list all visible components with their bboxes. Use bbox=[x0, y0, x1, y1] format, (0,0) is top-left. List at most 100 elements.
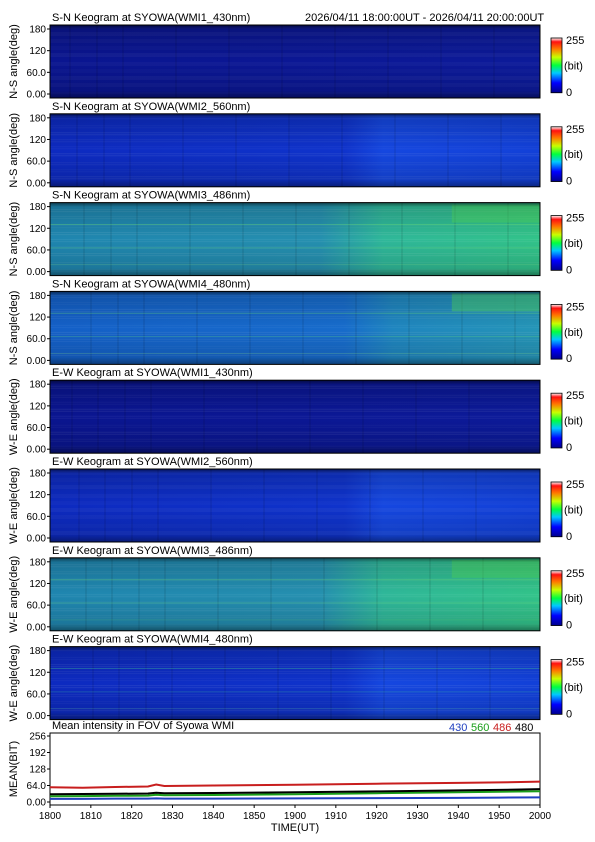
keogram-panel: S-N Keogram at SYOWA(WMI4_480nm) 180 120 60… bbox=[8, 278, 584, 367]
x-tick-label: 1820 bbox=[121, 811, 144, 822]
keogram-shade bbox=[50, 113, 540, 187]
y-tick-label: 120 bbox=[29, 313, 46, 324]
y-axis-label: W-E angle(deg) bbox=[8, 556, 20, 633]
y-tick-label: 120 bbox=[29, 579, 46, 590]
y-axis-label: MEAN(BIT) bbox=[8, 741, 20, 797]
panel-frame bbox=[49, 290, 541, 365]
keogram-shade bbox=[50, 380, 540, 454]
colorbar-min-label: 0 bbox=[566, 353, 572, 365]
colorbar-unit-label: (bit) bbox=[564, 593, 583, 605]
keogram-shade bbox=[50, 646, 540, 720]
y-axis-label: N-S angle(deg) bbox=[8, 24, 20, 99]
mean-intensity-chart: Mean intensity in FOV of Syowa WMI 430 560… bbox=[8, 720, 552, 834]
x-tick-label: 1940 bbox=[447, 811, 470, 822]
panel-title: S-N Keogram at SYOWA(WMI1_430nm) bbox=[52, 12, 250, 24]
panel-title: S-N Keogram at SYOWA(WMI3_486nm) bbox=[52, 190, 250, 202]
colorbar-max-label: 255 bbox=[566, 35, 584, 47]
y-tick-label: 0.00 bbox=[27, 622, 47, 633]
colorbar-min-label: 0 bbox=[566, 708, 572, 720]
keogram-panel: E-W Keogram at SYOWA(WMI4_480nm) 180 120 60… bbox=[8, 634, 584, 723]
keogram-panel: S-N Keogram at SYOWA(WMI3_486nm) 180 120 60… bbox=[8, 190, 584, 279]
y-tick-label: 60.0 bbox=[27, 245, 47, 256]
y-tick-label: 60.0 bbox=[27, 68, 47, 79]
y-tick-label: 180 bbox=[29, 113, 46, 124]
colorbar-max-label: 255 bbox=[566, 479, 584, 491]
y-axis-label: N-S angle(deg) bbox=[8, 202, 20, 277]
y-tick-label: 180 bbox=[29, 25, 46, 36]
panel-title: E-W Keogram at SYOWA(WMI1_430nm) bbox=[52, 367, 253, 379]
y-tick-label: 60.0 bbox=[27, 334, 47, 345]
y-tick-label: 180 bbox=[29, 646, 46, 657]
y-tick-label: 60.0 bbox=[27, 689, 47, 700]
x-axis-label: TIME(UT) bbox=[271, 822, 319, 834]
y-tick-label: 180 bbox=[29, 380, 46, 391]
y-axis-label: W-E angle(deg) bbox=[8, 467, 20, 544]
x-tick-label: 1800 bbox=[39, 811, 62, 822]
panel-frame bbox=[49, 202, 541, 277]
colorbar-min-label: 0 bbox=[566, 87, 572, 99]
series-line-486 bbox=[49, 780, 541, 789]
y-tick-label: 0.00 bbox=[27, 178, 47, 189]
colorbar-max-label: 255 bbox=[566, 301, 584, 313]
y-tick-label: 0.00 bbox=[27, 356, 47, 367]
time-range: 2026/04/11 18:00:00UT - 2026/04/11 20:00… bbox=[305, 12, 544, 24]
colorbar-min-label: 0 bbox=[566, 264, 572, 276]
panel-title: E-W Keogram at SYOWA(WMI3_486nm) bbox=[52, 545, 253, 557]
x-tick-label: 1910 bbox=[325, 811, 348, 822]
colorbar-unit-label: (bit) bbox=[564, 149, 583, 161]
panel-title: E-W Keogram at SYOWA(WMI4_480nm) bbox=[52, 634, 253, 646]
colorbar bbox=[550, 392, 563, 449]
x-tick-label: 1920 bbox=[366, 811, 389, 822]
keogram-panel: E-W Keogram at SYOWA(WMI3_486nm) 180 120 60… bbox=[8, 545, 584, 634]
y-tick-label: 120 bbox=[29, 224, 46, 235]
colorbar-unit-label: (bit) bbox=[564, 504, 583, 516]
series-line-560 bbox=[49, 790, 541, 798]
keogram-panel: E-W Keogram at SYOWA(WMI2_560nm) 180 120 60… bbox=[8, 456, 584, 545]
panel-frame bbox=[49, 557, 541, 632]
colorbar-max-label: 255 bbox=[566, 213, 584, 225]
series-line-480 bbox=[49, 788, 541, 796]
colorbar bbox=[550, 481, 563, 538]
x-tick-label: 1830 bbox=[161, 811, 184, 822]
colorbar-unit-label: (bit) bbox=[564, 416, 583, 428]
colorbar-max-label: 255 bbox=[566, 657, 584, 669]
colorbar bbox=[550, 303, 563, 360]
colorbar bbox=[550, 215, 563, 271]
colorbar-min-label: 0 bbox=[566, 442, 572, 454]
y-tick-label: 0.00 bbox=[27, 711, 47, 722]
x-tick-label: 1900 bbox=[284, 811, 307, 822]
y-tick-label: 60.0 bbox=[27, 601, 47, 612]
x-tick-label: 1950 bbox=[488, 811, 511, 822]
y-tick-label: 0.00 bbox=[27, 445, 47, 456]
legend-entry-486: 486 bbox=[493, 722, 511, 734]
colorbar-unit-label: (bit) bbox=[564, 60, 583, 72]
x-tick-label: 1930 bbox=[406, 811, 429, 822]
keogram-shade bbox=[50, 291, 540, 365]
panel-frame bbox=[49, 646, 541, 721]
panel-frame bbox=[49, 113, 541, 188]
colorbar-min-label: 0 bbox=[566, 620, 572, 632]
y-axis-label: W-E angle(deg) bbox=[8, 378, 20, 455]
y-tick-label: 180 bbox=[29, 291, 46, 302]
colorbar-unit-label: (bit) bbox=[564, 238, 583, 250]
y-tick-label: 128 bbox=[29, 765, 46, 776]
panel-frame bbox=[49, 379, 541, 454]
y-tick-label: 0.00 bbox=[27, 534, 47, 545]
y-tick-label: 60.0 bbox=[27, 157, 47, 168]
chart-title: Mean intensity in FOV of Syowa WMI bbox=[52, 720, 234, 732]
colorbar-max-label: 255 bbox=[566, 124, 584, 136]
keogram-shade bbox=[50, 202, 540, 276]
y-tick-label: 60.0 bbox=[27, 423, 47, 434]
keogram-panel: E-W Keogram at SYOWA(WMI1_430nm) 180 120 60… bbox=[8, 367, 584, 456]
colorbar-min-label: 0 bbox=[566, 531, 572, 543]
panel-frame bbox=[49, 468, 541, 543]
y-tick-label: 0.00 bbox=[27, 798, 47, 809]
keogram-shade bbox=[50, 469, 540, 542]
colorbar-max-label: 255 bbox=[566, 390, 584, 402]
keogram-panel: S-N Keogram at SYOWA(WMI2_560nm) 180 120 60… bbox=[8, 101, 584, 190]
y-tick-label: 64.0 bbox=[27, 781, 47, 792]
y-tick-label: 180 bbox=[29, 202, 46, 213]
keogram-panel: S-N Keogram at SYOWA(WMI1_430nm) 180 120 60… bbox=[8, 12, 584, 101]
colorbar bbox=[550, 37, 563, 94]
series-line-430 bbox=[50, 796, 541, 800]
